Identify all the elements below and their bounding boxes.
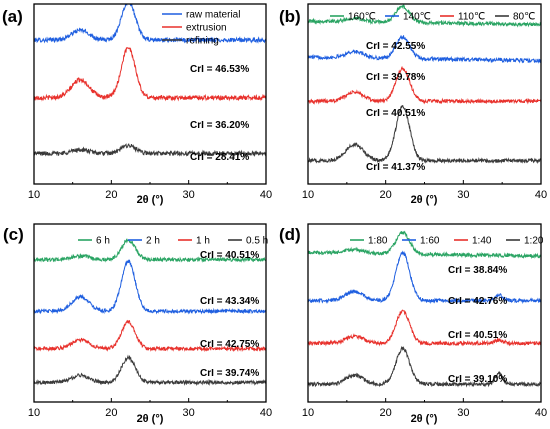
series-line-160 xyxy=(308,4,541,28)
x-tick-label: 10 xyxy=(302,189,314,201)
series-line-80 xyxy=(308,105,541,165)
legend-label-110: 110℃ xyxy=(458,12,485,23)
x-tick-label: 40 xyxy=(260,189,272,201)
cri-annotation: CrI = 40.51% xyxy=(200,250,259,261)
x-tick-label: 10 xyxy=(28,189,40,201)
cri-annotation: CrI = 46.53% xyxy=(190,64,249,75)
plot-frame xyxy=(307,3,542,185)
cri-annotation: CrI = 43.34% xyxy=(200,296,259,307)
legend-label-extrusion: extrusion xyxy=(186,23,227,34)
legend-label-160: 160℃ xyxy=(348,12,376,23)
series-line-1-80 xyxy=(308,230,541,260)
series-line-6-h xyxy=(34,238,266,263)
x-tick-label: 20 xyxy=(380,407,392,419)
x-axis-label: 2θ (°) xyxy=(411,413,438,425)
x-axis-label: 2θ (°) xyxy=(411,194,438,206)
x-tick-label: 30 xyxy=(457,189,469,201)
legend-label-1-60: 1:60 xyxy=(420,236,440,247)
panel-b: (b) 10 20 30 40 2θ (°) 160℃ 140℃ 110℃ 80℃ CrI = 42… xyxy=(279,3,547,206)
x-tick-label: 40 xyxy=(535,189,547,201)
panel-label: (d) xyxy=(279,225,301,244)
legend-label-2-h: 2 h xyxy=(146,236,160,247)
series-line-110 xyxy=(308,65,541,105)
x-tick-label: 40 xyxy=(535,407,547,419)
legend: 6 h 2 h 1 h 0.5 h xyxy=(78,236,268,247)
legend: 160℃ 140℃ 110℃ 80℃ xyxy=(330,12,535,23)
series-line-0-5-h xyxy=(34,354,266,387)
series-line-1-h xyxy=(34,319,266,353)
cri-annotation: CrI = 39.78% xyxy=(366,72,425,83)
panel-label: (a) xyxy=(2,7,23,26)
x-tick-label: 30 xyxy=(183,407,195,419)
cri-annotation: CrI = 28.41% xyxy=(190,152,249,163)
x-axis-label: 2θ (°) xyxy=(137,194,164,206)
cri-annotation: CrI = 40.51% xyxy=(448,330,507,341)
series-line-raw-material xyxy=(34,4,266,44)
legend-label-80: 80℃ xyxy=(513,12,535,23)
legend: 1:80 1:60 1:40 1:20 xyxy=(350,236,544,247)
x-tick-label: 30 xyxy=(183,189,195,201)
x-tick-label: 20 xyxy=(380,189,392,201)
series-group xyxy=(308,4,541,165)
cri-annotation: CrI = 42.76% xyxy=(448,296,507,307)
series-line-1-60 xyxy=(308,250,541,305)
x-tick-label: 20 xyxy=(105,407,117,419)
legend-label-raw-material: raw material xyxy=(186,10,240,21)
x-axis-label: 2θ (°) xyxy=(137,413,164,425)
series-line-1-20 xyxy=(308,345,541,388)
cri-annotation: CrI = 36.20% xyxy=(190,120,249,131)
cri-annotation: CrI = 39.74% xyxy=(200,368,259,379)
legend-label-6-h: 6 h xyxy=(96,236,110,247)
cri-annotation: CrI = 40.51% xyxy=(366,108,425,119)
series-line-extrusion xyxy=(34,46,266,102)
cri-annotation: CrI = 38.84% xyxy=(448,265,507,276)
panel-a: (a) 10 20 30 40 2θ (°) raw material extrusion re… xyxy=(2,3,272,206)
series-group xyxy=(34,4,266,158)
x-tick-label: 10 xyxy=(28,407,40,419)
x-tick-label: 40 xyxy=(260,407,272,419)
legend-label-1-20: 1:20 xyxy=(524,236,544,247)
cri-annotation: CrI = 42.75% xyxy=(200,339,259,350)
series-line-refining xyxy=(34,143,266,158)
legend-label-0-5-h: 0.5 h xyxy=(246,236,268,247)
legend-label-140: 140℃ xyxy=(403,12,431,23)
x-tick-label: 10 xyxy=(302,407,314,419)
series-line-2-h xyxy=(34,259,266,315)
x-tick-label: 30 xyxy=(457,407,469,419)
cri-annotation: CrI = 42.55% xyxy=(366,41,425,52)
legend-label-1-h: 1 h xyxy=(196,236,210,247)
series-line-1-40 xyxy=(308,309,541,347)
panel-d: (d) 10 20 30 40 2θ (°) 1:80 1:60 1:40 1:20 CrI = 3… xyxy=(279,223,547,425)
legend-label-1-80: 1:80 xyxy=(368,236,388,247)
legend: raw material extrusion refining xyxy=(162,10,240,47)
legend-label-refining: refining xyxy=(186,36,219,47)
series-group xyxy=(308,230,541,388)
legend-label-1-40: 1:40 xyxy=(472,236,492,247)
panel-label: (c) xyxy=(3,225,24,244)
x-tick-label: 20 xyxy=(105,189,117,201)
panel-label: (b) xyxy=(279,7,301,26)
series-line-140 xyxy=(308,35,541,64)
cri-annotation: CrI = 39.10% xyxy=(448,374,507,385)
cri-annotation: CrI = 41.37% xyxy=(366,162,425,173)
panel-c: (c) 10 20 30 40 2θ (°) 6 h 2 h 1 h 0.5 h CrI = 40.… xyxy=(3,223,272,425)
series-group xyxy=(34,238,266,387)
